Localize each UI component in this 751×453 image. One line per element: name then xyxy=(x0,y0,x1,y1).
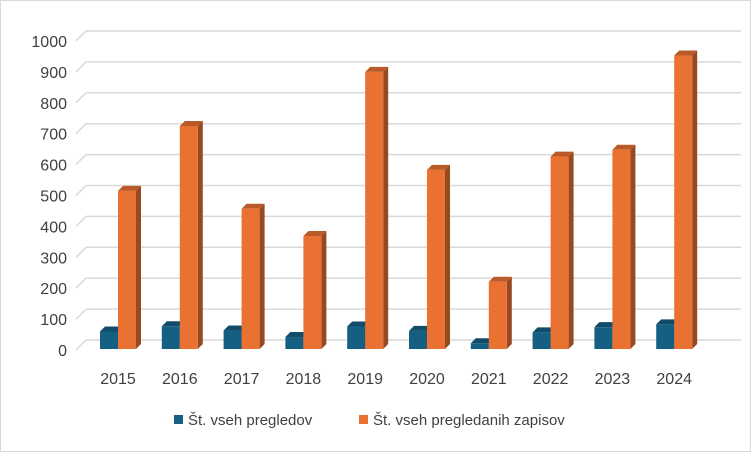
legend-swatch xyxy=(174,415,183,424)
y-tick-label: 100 xyxy=(40,312,67,329)
y-tick-label: 600 xyxy=(40,158,67,175)
bar-side xyxy=(197,120,203,349)
y-tick-label: 900 xyxy=(40,65,67,82)
x-tick-label: 2021 xyxy=(471,371,507,388)
bar-top xyxy=(674,50,698,56)
bar-zapisov-2017 xyxy=(241,203,265,349)
gridline-slant xyxy=(75,61,87,73)
bar-zapisov-2018 xyxy=(303,230,327,349)
gridline-slant xyxy=(75,308,87,320)
y-tick-label: 800 xyxy=(40,96,67,113)
bar-front xyxy=(409,330,427,349)
bar-zapisov-2016 xyxy=(179,120,203,349)
x-tick-label: 2022 xyxy=(533,371,569,388)
gridline-slant xyxy=(75,92,87,104)
bar-front xyxy=(285,337,304,349)
gridline-slant xyxy=(75,246,87,258)
bar-top xyxy=(488,276,512,282)
x-tick-label: 2017 xyxy=(224,371,260,388)
x-tick-label: 2023 xyxy=(595,371,631,388)
bar-top xyxy=(118,185,141,191)
bar-zapisov-2022 xyxy=(550,151,574,349)
bar-front xyxy=(303,235,322,349)
bar-front xyxy=(161,326,180,349)
legend-swatch xyxy=(359,415,368,424)
x-tick-label: 2024 xyxy=(656,371,692,388)
bar-side xyxy=(136,185,141,349)
y-tick-label: 1000 xyxy=(31,34,67,51)
x-tick-label: 2019 xyxy=(347,371,383,388)
gridline-slant xyxy=(75,277,87,289)
gridline-slant xyxy=(75,215,87,227)
bar-front xyxy=(179,125,198,349)
bar-side xyxy=(321,230,327,349)
bar-zapisov-2024 xyxy=(674,50,698,349)
gridline-slant xyxy=(75,30,87,42)
x-tick-label: 2015 xyxy=(100,371,136,388)
bar-zapisov-2019 xyxy=(365,66,389,350)
x-tick-label: 2016 xyxy=(162,371,198,388)
bar-front xyxy=(532,332,551,349)
gridline-slant xyxy=(75,184,87,197)
y-tick-label: 0 xyxy=(58,343,67,360)
bar-side xyxy=(692,50,698,349)
y-tick-label: 300 xyxy=(40,250,67,267)
bar-top xyxy=(594,322,618,328)
bar-top xyxy=(365,66,389,72)
y-tick-label: 500 xyxy=(40,189,67,206)
bar-zapisov-2020 xyxy=(427,164,450,349)
bar-top xyxy=(241,203,265,209)
bar-top xyxy=(532,327,556,333)
bar-top xyxy=(656,319,680,325)
y-tick-label: 200 xyxy=(40,281,67,298)
bar-side xyxy=(259,203,265,349)
gridline-slant xyxy=(75,339,87,351)
bar-top xyxy=(285,332,309,338)
bar-top xyxy=(100,326,123,332)
bar-top xyxy=(612,144,636,150)
bar-front xyxy=(427,169,445,349)
bar-top xyxy=(179,120,203,126)
bar-front xyxy=(470,343,489,349)
bar-top xyxy=(427,164,450,170)
bar-side xyxy=(568,151,574,349)
y-tick-label: 700 xyxy=(40,127,67,144)
y-tick-label: 400 xyxy=(40,219,67,236)
bar-front xyxy=(347,326,366,349)
bar-zapisov-2021 xyxy=(488,276,512,349)
bar-front xyxy=(674,55,693,349)
bar-top xyxy=(303,230,327,236)
bar-front xyxy=(365,71,384,350)
bar-side xyxy=(383,66,389,350)
bar-front xyxy=(241,208,260,349)
x-tick-label: 2018 xyxy=(286,371,322,388)
bar-top xyxy=(223,325,247,331)
bar-front xyxy=(656,324,675,349)
bar-top xyxy=(347,321,371,327)
bar-front xyxy=(100,331,118,349)
bar-top xyxy=(470,338,494,344)
bar-side xyxy=(630,144,636,349)
bar-side xyxy=(445,164,450,349)
bar-zapisov-2015 xyxy=(118,185,141,349)
bar-front xyxy=(550,156,569,349)
legend-label: Št. vseh pregledanih zapisov xyxy=(373,412,565,429)
bar-top xyxy=(550,151,574,157)
x-tick-label: 2020 xyxy=(409,371,445,388)
bar-side xyxy=(506,276,512,349)
bar-top xyxy=(161,321,185,327)
bar-front xyxy=(223,330,242,349)
bar-top xyxy=(409,325,432,331)
bar-zapisov-2023 xyxy=(612,144,636,349)
bar-front xyxy=(118,190,136,349)
gridline-slant xyxy=(75,123,87,135)
gridline-slant xyxy=(75,154,87,166)
legend-label: Št. vseh pregledov xyxy=(188,412,313,429)
bar-front xyxy=(488,281,507,349)
bar-front xyxy=(612,149,631,349)
bar-front xyxy=(594,327,613,349)
